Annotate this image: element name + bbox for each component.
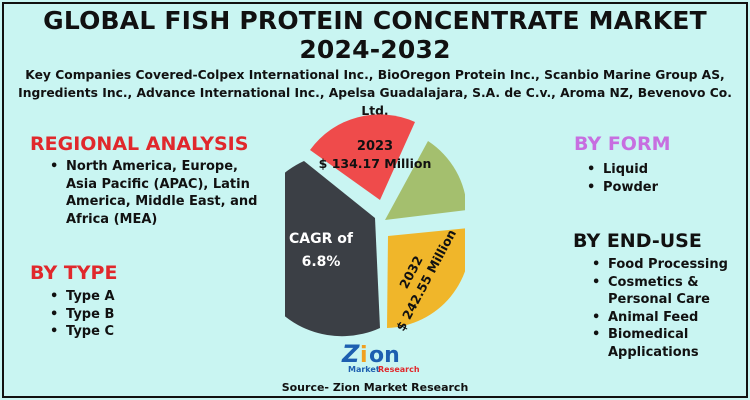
list-item: Type B bbox=[46, 306, 196, 324]
svg-text:i: i bbox=[360, 343, 368, 368]
list-item: Biomedical Applications bbox=[588, 326, 738, 361]
by-type-heading: BY TYPE bbox=[30, 262, 118, 284]
svg-text:on: on bbox=[369, 343, 400, 368]
pie-segment-green bbox=[385, 141, 467, 220]
zion-logo: Z i on Market Research bbox=[336, 338, 426, 378]
companies-line-1: Key Companies Covered-Colpex Internation… bbox=[25, 68, 725, 82]
exploded-pie: 2023 $ 134.17 Million CAGR of 6.8% 2032 … bbox=[250, 108, 471, 340]
source-caption: Source- Zion Market Research bbox=[281, 381, 469, 394]
zion-logo-graphic: Z i on Market Research bbox=[341, 340, 420, 374]
list-item: Cosmetics & Personal Care bbox=[588, 274, 738, 309]
by-type-list: Type A Type B Type C bbox=[46, 288, 196, 341]
key-companies: Key Companies Covered-Colpex Internation… bbox=[10, 66, 740, 120]
by-end-use-heading: BY END-USE bbox=[573, 230, 702, 252]
title-line-2: 2024-2032 bbox=[299, 35, 451, 64]
regional-analysis-heading: REGIONAL ANALYSIS bbox=[30, 133, 249, 155]
list-item: Liquid bbox=[583, 161, 723, 179]
list-item: Food Processing bbox=[588, 256, 738, 274]
page-title: GLOBAL FISH PROTEIN CONCENTRATE MARKET 2… bbox=[0, 6, 750, 64]
title-line-1: GLOBAL FISH PROTEIN CONCENTRATE MARKET bbox=[43, 6, 707, 35]
regional-analysis-list: North America, Europe, Asia Pacific (APA… bbox=[46, 158, 266, 228]
svg-text:Research: Research bbox=[378, 365, 420, 374]
by-end-use-list: Food Processing Cosmetics & Personal Car… bbox=[588, 256, 738, 361]
list-item: Type C bbox=[46, 323, 196, 341]
svg-text:Z: Z bbox=[341, 340, 360, 368]
by-form-list: Liquid Powder bbox=[583, 161, 723, 196]
by-form-heading: BY FORM bbox=[574, 133, 671, 155]
pie-svg: 2023 $ 134.17 Million CAGR of 6.8% 2032 … bbox=[250, 114, 471, 337]
pie-label-2023-value: $ 134.17 Million bbox=[319, 156, 432, 171]
pie-label-cagr-line1: CAGR of bbox=[289, 231, 354, 247]
list-item: Type A bbox=[46, 288, 196, 306]
list-item: Powder bbox=[583, 179, 723, 197]
svg-text:Market: Market bbox=[348, 365, 380, 374]
list-item: North America, Europe, Asia Pacific (APA… bbox=[46, 158, 266, 228]
pie-label-2023-year: 2023 bbox=[357, 139, 393, 154]
pie-label-cagr-line2: 6.8% bbox=[302, 254, 341, 270]
pie-segment-2023 bbox=[310, 114, 415, 200]
list-item: Animal Feed bbox=[588, 309, 738, 327]
pie-segment-2032 bbox=[387, 228, 471, 328]
